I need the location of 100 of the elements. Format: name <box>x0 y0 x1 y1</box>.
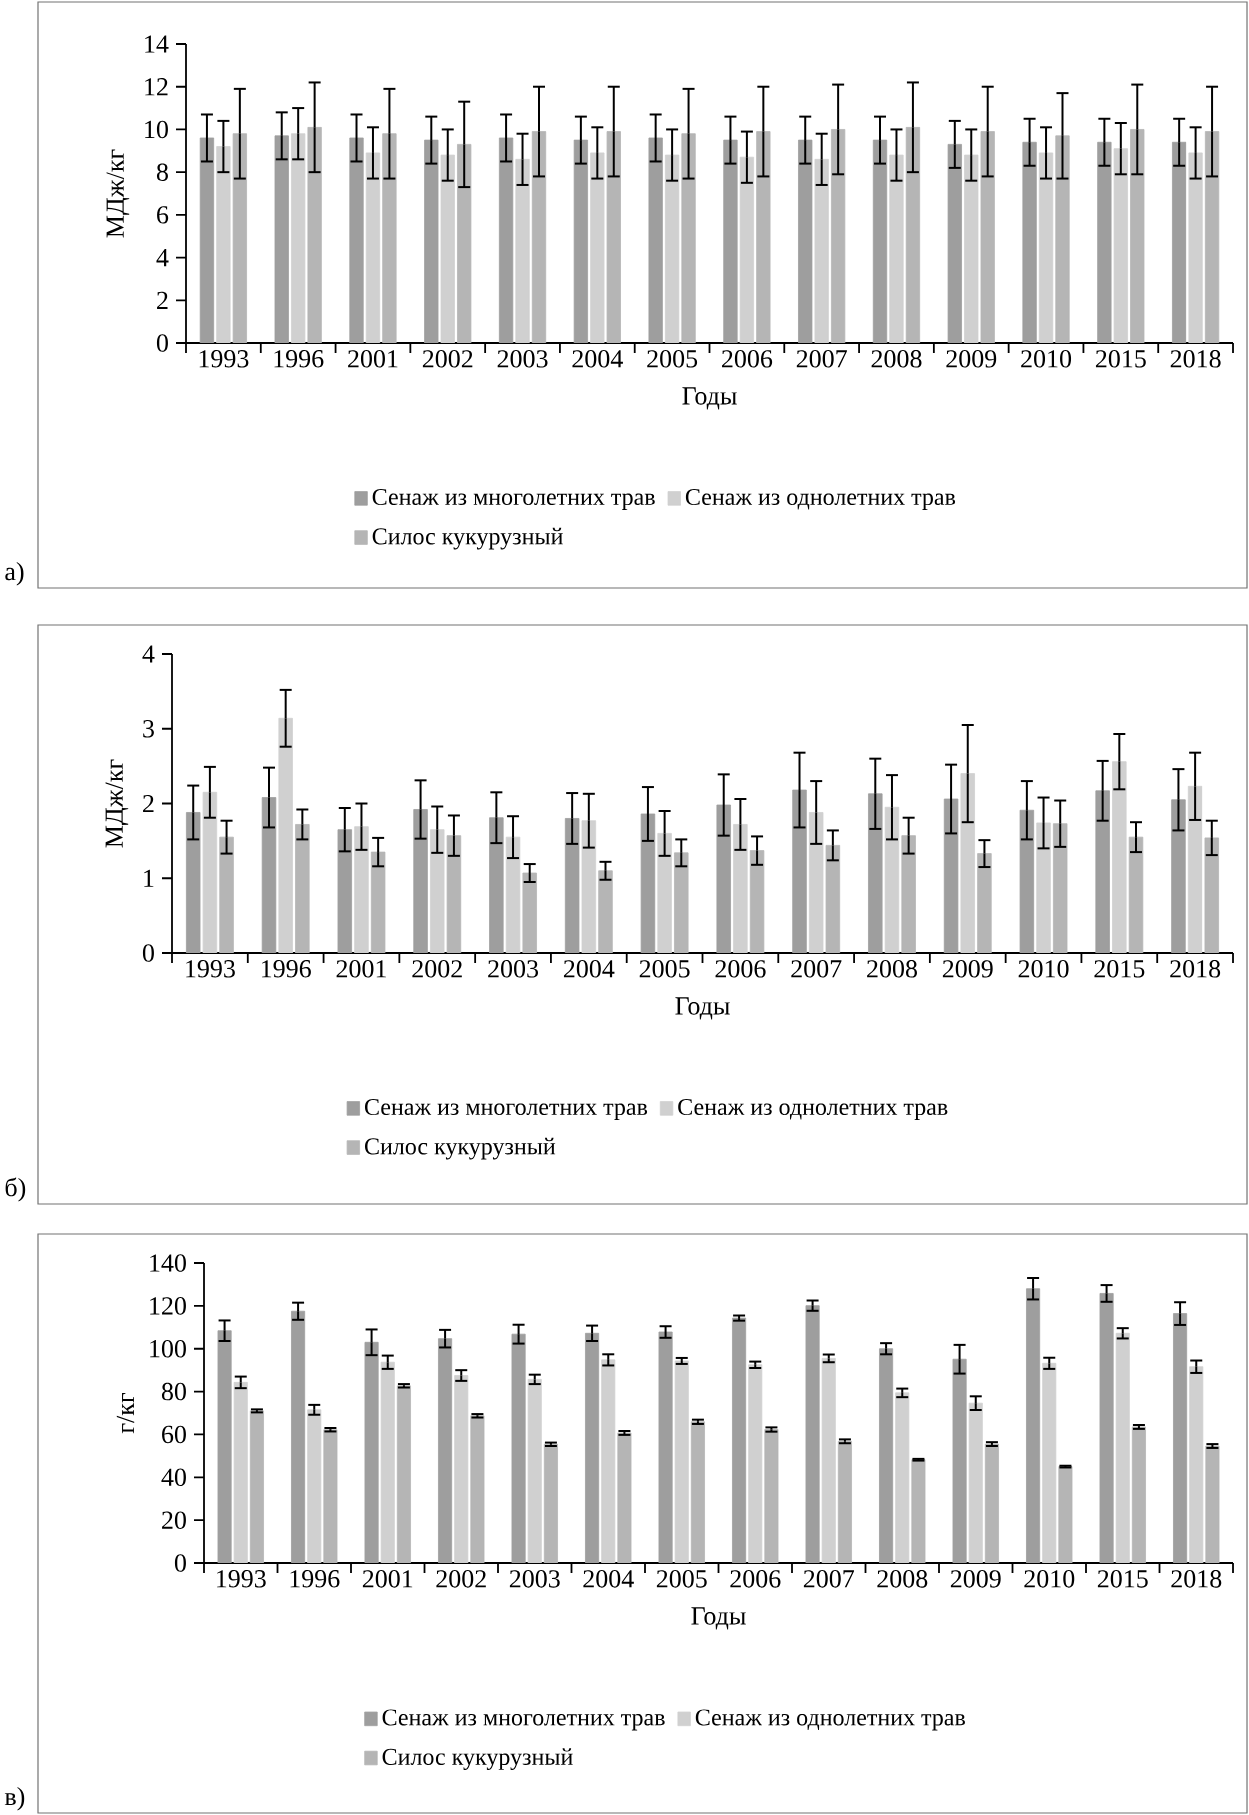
x-tick-label: 2008 <box>877 1570 928 1588</box>
y-tick-label: 20 <box>162 1511 186 1529</box>
y-tick-label: 6 <box>157 206 169 224</box>
y-tick-label: 4 <box>156 249 169 267</box>
x-tick-label: 2001 <box>348 350 398 368</box>
legend-label: Силос кукурузный <box>382 1748 573 1770</box>
y-tick-label: 14 <box>145 35 169 53</box>
bar <box>1128 836 1144 954</box>
bar <box>984 1443 999 1564</box>
bar <box>249 1410 264 1564</box>
bar <box>1131 1426 1146 1564</box>
bar <box>1097 141 1112 344</box>
x-tick-label: 2008 <box>871 350 922 368</box>
y-tick-label: 12 <box>145 78 168 96</box>
bar <box>585 1332 600 1564</box>
x-tick-label: 2007 <box>796 350 847 368</box>
y-tick-label: 140 <box>150 1254 186 1272</box>
x-tick-label: 2006 <box>722 350 773 368</box>
bar <box>1205 1445 1220 1564</box>
bar <box>295 824 310 954</box>
bar <box>690 1421 705 1564</box>
x-tick-label: 2015 <box>1094 960 1145 978</box>
bar <box>648 137 663 344</box>
legend-label: Сенаж из однолетних трав <box>685 488 956 510</box>
legend-label: Сенаж из однолетних трав <box>678 1098 948 1120</box>
y-tick-label: 80 <box>161 1382 186 1401</box>
x-tick-label: 2006 <box>715 960 766 978</box>
x-tick-label: 1996 <box>261 960 311 978</box>
y-tick-label: 0 <box>156 334 168 352</box>
bar <box>872 139 888 344</box>
bar <box>716 804 731 954</box>
y-tick-label: 0 <box>174 1554 186 1572</box>
y-tick-label: 0 <box>142 944 154 962</box>
y-tick-label: 8 <box>156 163 168 181</box>
bar <box>323 1429 338 1564</box>
bar <box>261 797 277 954</box>
bar <box>1099 1293 1114 1564</box>
bar <box>370 851 386 954</box>
x-tick-label: 2015 <box>1095 350 1146 368</box>
x-tick-label: 2009 <box>942 960 993 978</box>
legend-label: Сенаж из однолетних трав <box>695 1709 965 1731</box>
bar <box>952 1358 967 1564</box>
bar <box>438 1338 453 1564</box>
bar <box>1058 1466 1073 1564</box>
bar <box>749 850 765 954</box>
bar <box>977 853 992 954</box>
x-tick-label: 2005 <box>656 1570 707 1588</box>
y-tick-label: 2 <box>157 291 168 309</box>
bar <box>1022 141 1037 344</box>
bar <box>1172 141 1187 344</box>
bar <box>1019 809 1035 954</box>
bar <box>274 135 289 344</box>
bar <box>413 809 428 954</box>
legend-label: Силос кукурузный <box>372 527 563 550</box>
text: б) <box>5 1177 26 1202</box>
bar <box>564 818 580 954</box>
bar <box>911 1459 926 1564</box>
bar <box>617 1432 632 1564</box>
bar <box>498 137 514 344</box>
x-tick-label: 2018 <box>1171 1570 1222 1588</box>
x-tick-label: 2004 <box>583 1570 634 1588</box>
x-tick-label: 2001 <box>336 960 386 978</box>
x-tick-label: 2018 <box>1170 350 1221 368</box>
y-axis-title: МДж/кг <box>105 759 129 848</box>
bar <box>837 1440 852 1564</box>
legend-label: Силос кукурузный <box>364 1137 556 1160</box>
bar <box>470 1415 485 1564</box>
bar <box>943 798 959 954</box>
x-tick-label: 2010 <box>1024 1570 1075 1588</box>
x-axis-title: Годы <box>691 1607 746 1630</box>
bar <box>337 829 353 954</box>
legend-label: Сенаж из многолетних трав <box>364 1098 648 1120</box>
y-axis-title: МДж/кг <box>106 149 130 238</box>
y-axis-title: г/кг <box>116 1393 135 1434</box>
y-tick-label: 120 <box>150 1297 186 1315</box>
x-tick-label: 2010 <box>1018 960 1069 978</box>
y-tick-label: 2 <box>143 794 154 813</box>
x-tick-label: 2007 <box>791 960 842 978</box>
x-tick-label: 2010 <box>1021 350 1072 368</box>
bar <box>805 1305 820 1564</box>
bar <box>792 789 807 954</box>
bar <box>446 835 462 954</box>
bar <box>658 1331 673 1564</box>
y-tick-label: 100 <box>150 1339 186 1358</box>
x-tick-label: 1993 <box>199 350 249 368</box>
x-tick-label: 2003 <box>488 960 539 978</box>
bar <box>798 139 813 344</box>
x-tick-label: 2003 <box>497 350 548 368</box>
y-tick-label: 1 <box>144 869 154 887</box>
bar <box>543 1443 558 1564</box>
x-tick-label: 1996 <box>290 1570 340 1588</box>
bar <box>640 813 656 954</box>
bar <box>522 872 537 954</box>
x-tick-label: 2004 <box>563 960 615 978</box>
x-tick-label: 2002 <box>412 960 462 978</box>
bar <box>674 852 689 954</box>
y-tick-label: 4 <box>142 645 155 663</box>
bar <box>511 1333 526 1564</box>
bar <box>723 139 738 344</box>
bar <box>364 1341 379 1564</box>
